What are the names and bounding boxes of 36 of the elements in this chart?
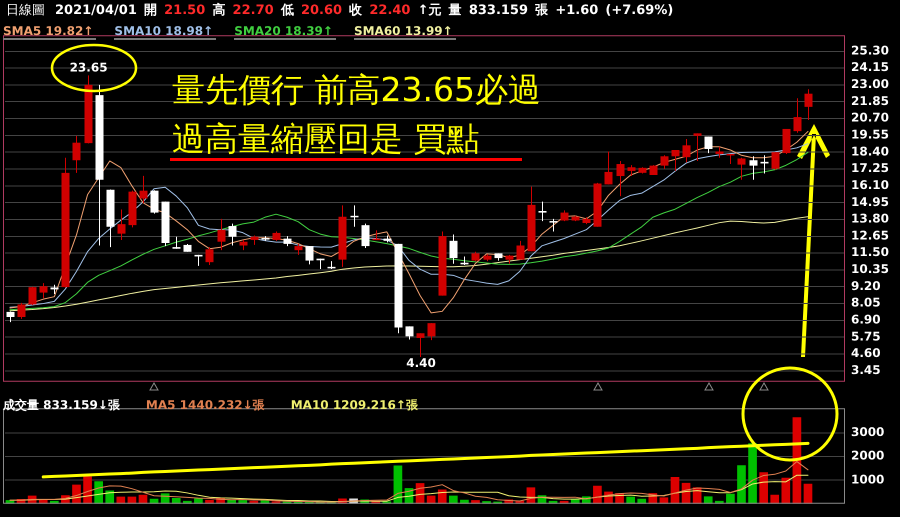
y-tick-label: 20.70 <box>851 110 889 125</box>
y-tick-label: 9.20 <box>851 278 881 293</box>
text: MA5 1440.232↓張 <box>146 398 265 412</box>
y-tick-label: 5.75 <box>851 329 881 344</box>
y-tick-label: 18.40 <box>851 144 889 158</box>
y-tick-label: 19.55 <box>851 128 889 142</box>
annotation: 23.65 <box>70 60 108 75</box>
text: 2021/04/01 開 21.50 高 22.70 低 20.60 收 22.40 ↑元 量 833.159 張 +1.60 (+7.69%) <box>55 3 674 18</box>
y-tick-label: 8.05 <box>851 296 881 310</box>
y-tick-label: 6.90 <box>851 312 881 326</box>
y-tick-label: 12.65 <box>851 228 889 242</box>
annotation: 過高量縮壓回是 買點 <box>170 119 522 161</box>
y-tick-label: 25.30 <box>851 43 889 58</box>
y-tick-label: 11.50 <box>851 245 889 260</box>
text: SMA20 18.39↑ <box>234 24 336 40</box>
text: MA10 1209.216↑張 <box>290 398 418 412</box>
y-tick-label: 4.60 <box>851 346 881 360</box>
text: SMA5 19.82↑ <box>3 24 96 40</box>
text: SMA60 13.99↑ <box>354 24 456 40</box>
annotation: 4.40 <box>406 356 436 370</box>
chart-title: 成交量 833.159↓張 <box>3 398 120 412</box>
annotation: 量先價行 前高23.65必過 <box>171 70 541 109</box>
y-tick-label: 14.95 <box>851 194 889 209</box>
text: SMA10 18.98↑ <box>114 24 216 40</box>
y-tick-label: 13.80 <box>851 212 889 226</box>
y-tick-label: 17.25 <box>851 161 889 176</box>
y-tick-label: 1000 <box>851 472 884 486</box>
y-tick-label: 3.45 <box>851 362 881 377</box>
y-tick-label: 3000 <box>851 425 884 440</box>
y-tick-label: 24.15 <box>851 60 889 74</box>
y-tick-label: 21.85 <box>851 94 889 108</box>
y-tick-label: 10.35 <box>851 262 889 276</box>
y-tick-label: 2000 <box>851 448 884 463</box>
y-tick-label: 16.10 <box>851 178 889 192</box>
chart-title: 日線圖 <box>6 3 45 18</box>
y-tick-label: 23.00 <box>851 77 889 92</box>
